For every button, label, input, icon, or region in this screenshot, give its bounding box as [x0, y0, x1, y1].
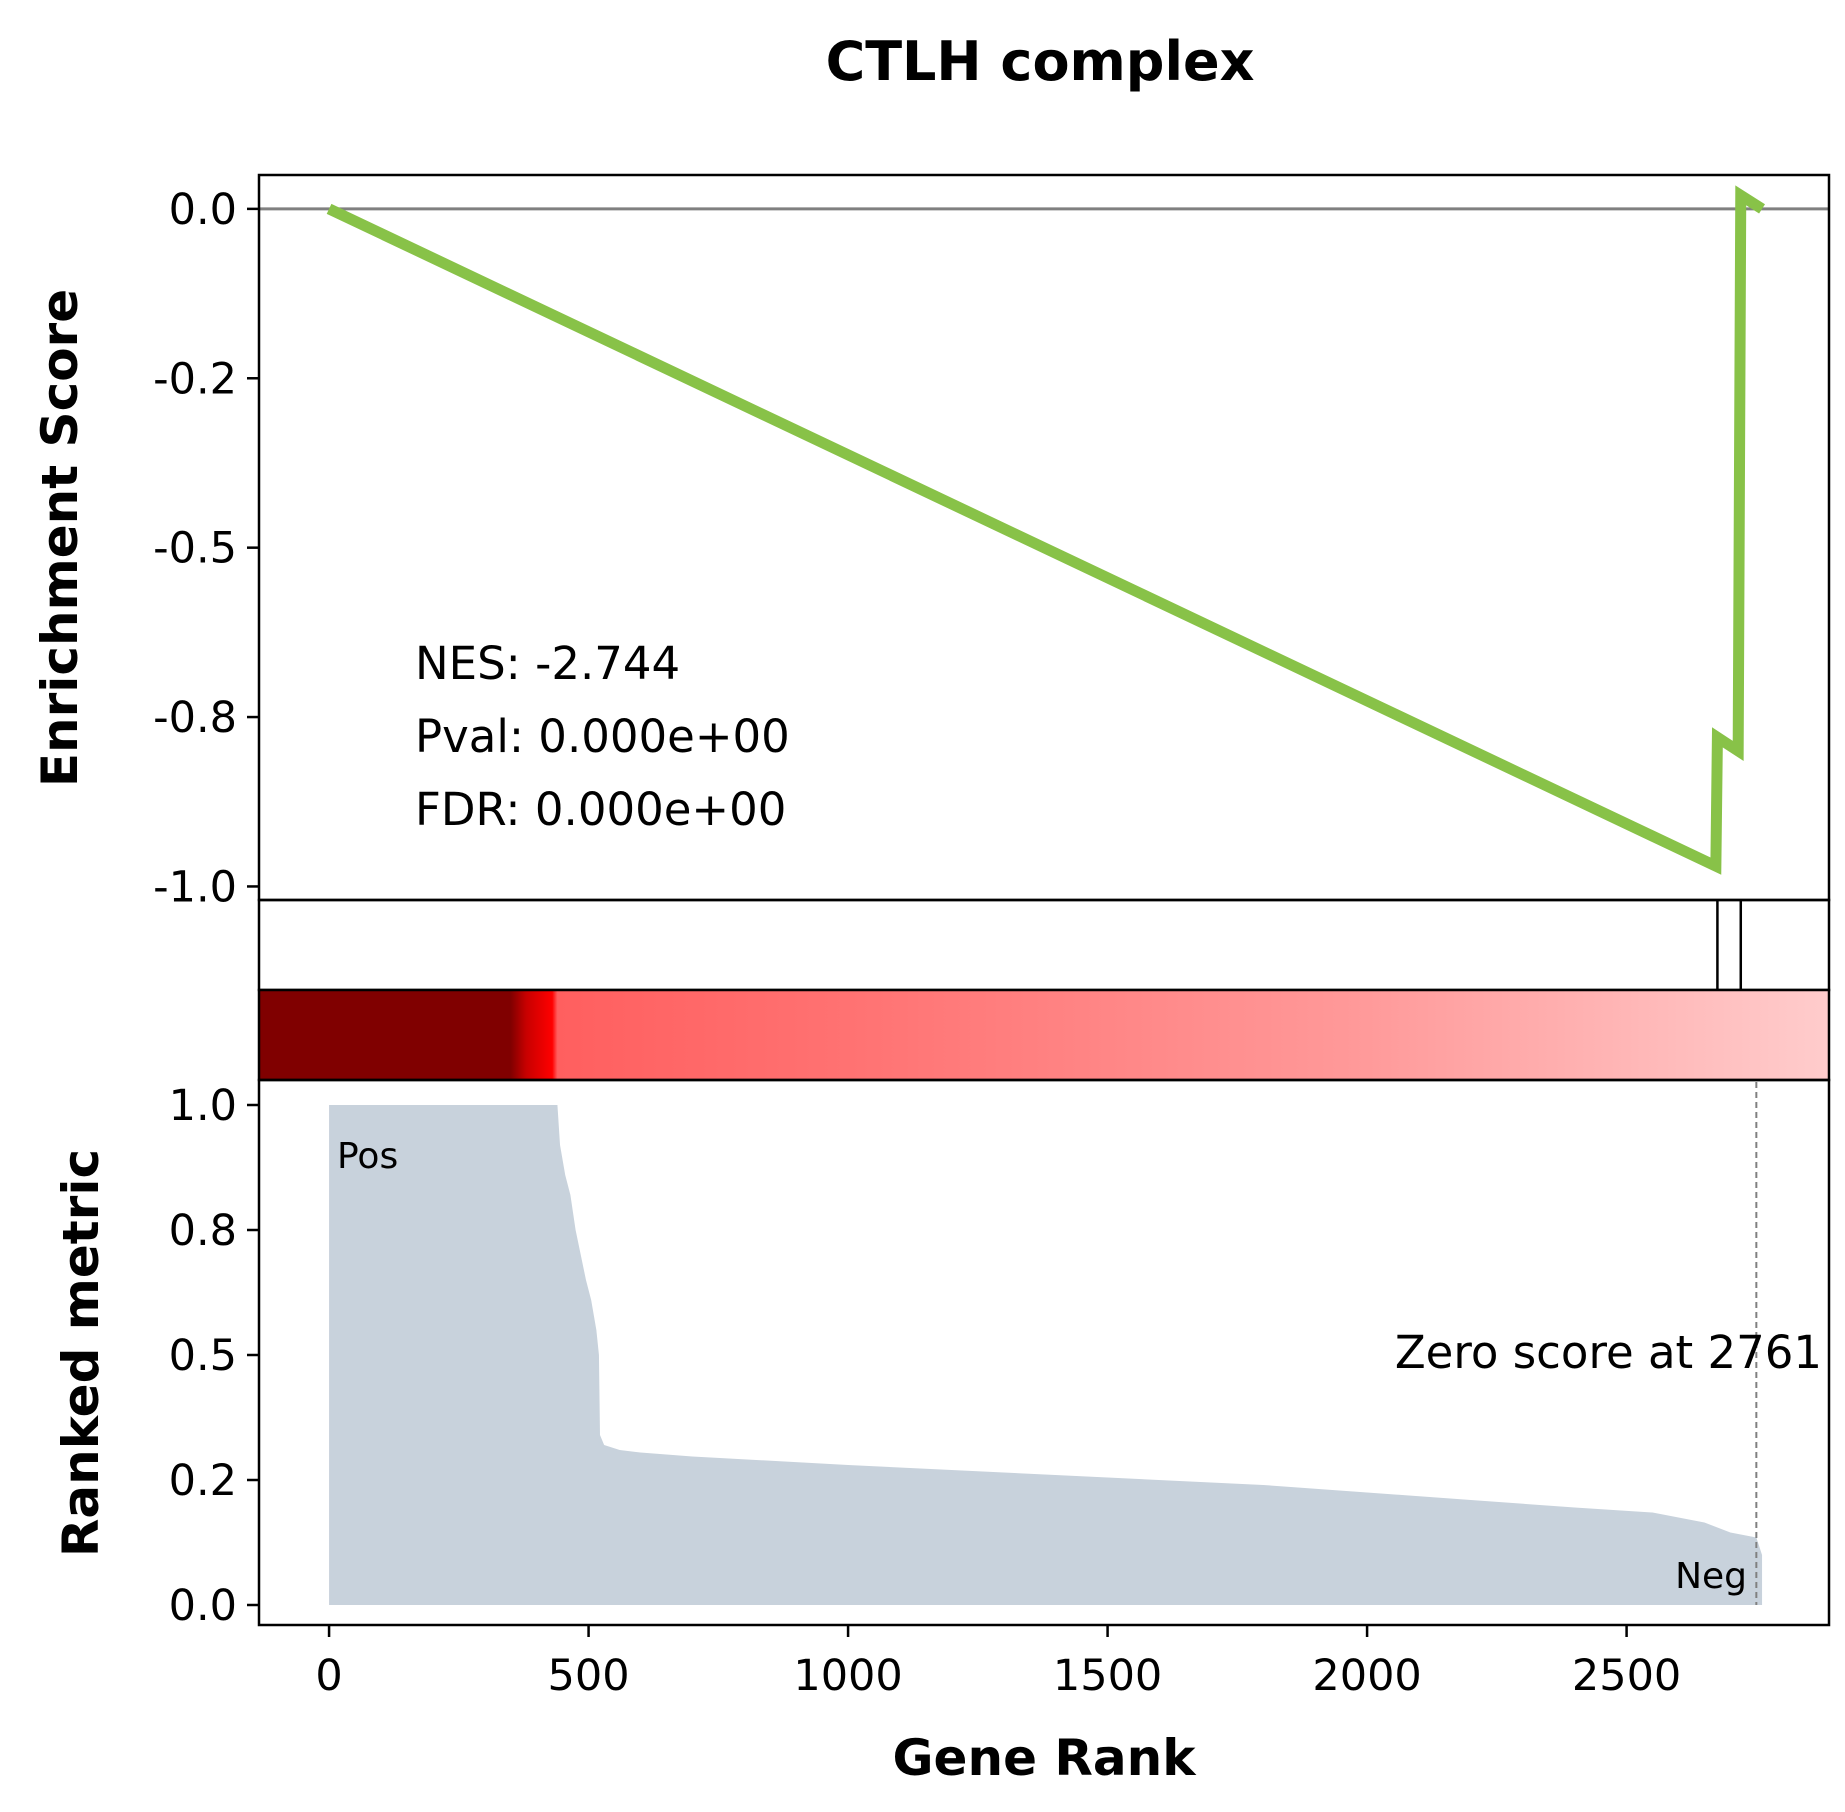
ranked-frame: [257, 1078, 1831, 1627]
hit-lines: [1716, 900, 1743, 990]
ranked-y-axis-label: Ranked metric: [52, 1149, 110, 1557]
ranked-y-tick-label: 0.2: [169, 1456, 237, 1506]
pos-label: Pos: [337, 1136, 398, 1177]
x-tick-label: 2500: [1572, 1651, 1681, 1701]
x-axis-label: Gene Rank: [893, 1729, 1198, 1787]
x-tick-label: 500: [548, 1651, 630, 1701]
pval-stat: Pval: 0.000e+00: [415, 710, 790, 763]
ranked-y-tick-label: 1.0: [169, 1081, 237, 1131]
ranked-y-ticks: 0.0 0.2 0.5 0.8 1.0: [169, 1081, 259, 1631]
es-y-axis-label: Enrichment Score: [31, 289, 89, 787]
x-tick-label: 2000: [1312, 1651, 1421, 1701]
es-y-tick-label: -0.8: [153, 693, 237, 743]
es-y-ticks: 0.0 -0.2 -0.5 -0.8 -1.0: [153, 185, 259, 912]
nes-stat: NES: -2.744: [415, 637, 680, 690]
rank-heatmap: [259, 990, 1829, 1080]
x-tick-label: 0: [315, 1651, 342, 1701]
enrichment-panel: 0.0 -0.2 -0.5 -0.8 -1.0 NES: -2.744 Pval: 0.…: [31, 173, 1831, 912]
es-y-tick-label: 0.0: [169, 185, 237, 235]
ranked-panel: Zero score at 2761 Pos Neg 0.0 0.2 0.5 0.8 1…: [52, 1078, 1831, 1787]
es-y-tick-label: -1.0: [153, 862, 237, 912]
x-tick-label: 1000: [793, 1651, 902, 1701]
heatmap-panel: [257, 988, 1831, 1082]
zero-score-label: Zero score at 2761: [1395, 1326, 1822, 1379]
chart-title: CTLH complex: [826, 30, 1255, 93]
es-y-tick-label: -0.5: [153, 524, 237, 574]
neg-label: Neg: [1675, 1556, 1747, 1597]
ranked-y-tick-label: 0.8: [169, 1206, 237, 1256]
ranked-y-tick-label: 0.0: [169, 1581, 237, 1631]
es-y-tick-label: -0.2: [153, 354, 237, 404]
ranked-y-tick-label: 0.5: [169, 1331, 237, 1381]
ranked-metric-area: [329, 1105, 1763, 1605]
x-ticks: 0 500 1000 1500 2000 2500: [315, 1625, 1681, 1701]
es-curve: [326, 185, 1766, 875]
fdr-stat: FDR: 0.000e+00: [415, 783, 786, 836]
hits-panel: [257, 898, 1831, 992]
x-tick-label: 1500: [1053, 1651, 1162, 1701]
hits-frame: [257, 898, 1831, 992]
